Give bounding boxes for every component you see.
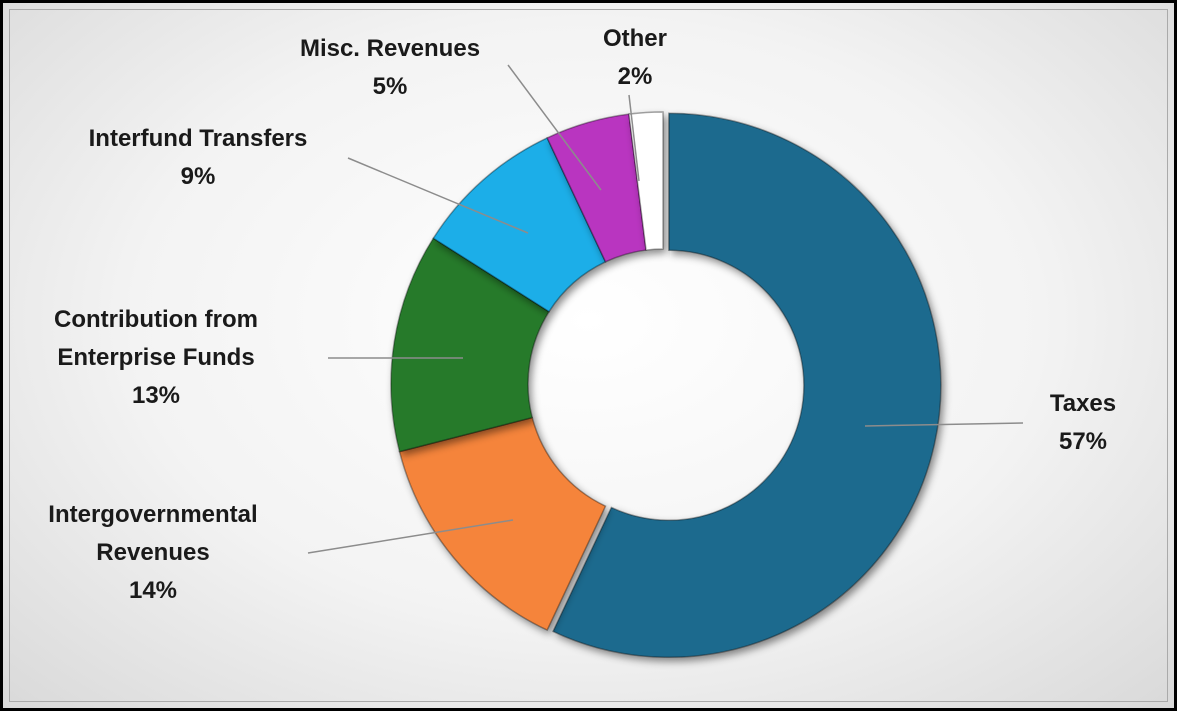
category-label: Intergovernmental Revenues <box>48 501 258 566</box>
donut-slice <box>552 112 942 659</box>
percent-label: 14% <box>128 577 178 604</box>
donut-slice <box>390 237 551 453</box>
leader-line <box>628 94 640 182</box>
category-label: Taxes <box>1049 390 1117 417</box>
percent-label: 57% <box>1058 428 1108 455</box>
data-label: Contribution from Enterprise Funds 13% <box>26 301 286 415</box>
category-label: Contribution from Enterprise Funds <box>54 306 258 371</box>
leader-line <box>347 157 529 234</box>
category-label: Interfund Transfers <box>88 125 308 152</box>
leader-line <box>864 422 1024 427</box>
leader-line <box>307 519 514 554</box>
data-label: Intergovernmental Revenues 14% <box>18 496 288 610</box>
data-label: Misc. Revenues 5% <box>270 30 510 106</box>
donut-slice <box>628 111 664 251</box>
percent-label: 2% <box>617 63 653 90</box>
percent-label: 9% <box>180 163 216 190</box>
data-label: Taxes 57% <box>1023 385 1143 461</box>
percent-label: 13% <box>131 382 181 409</box>
donut-slice <box>398 416 607 632</box>
category-label: Other <box>602 25 667 52</box>
category-label: Misc. Revenues <box>299 35 481 62</box>
data-label: Interfund Transfers 9% <box>48 120 348 196</box>
percent-label: 5% <box>372 73 408 100</box>
data-label: Other 2% <box>575 20 695 96</box>
leader-line <box>507 64 602 191</box>
frame-border <box>9 9 1168 702</box>
donut-plot <box>307 64 1024 659</box>
